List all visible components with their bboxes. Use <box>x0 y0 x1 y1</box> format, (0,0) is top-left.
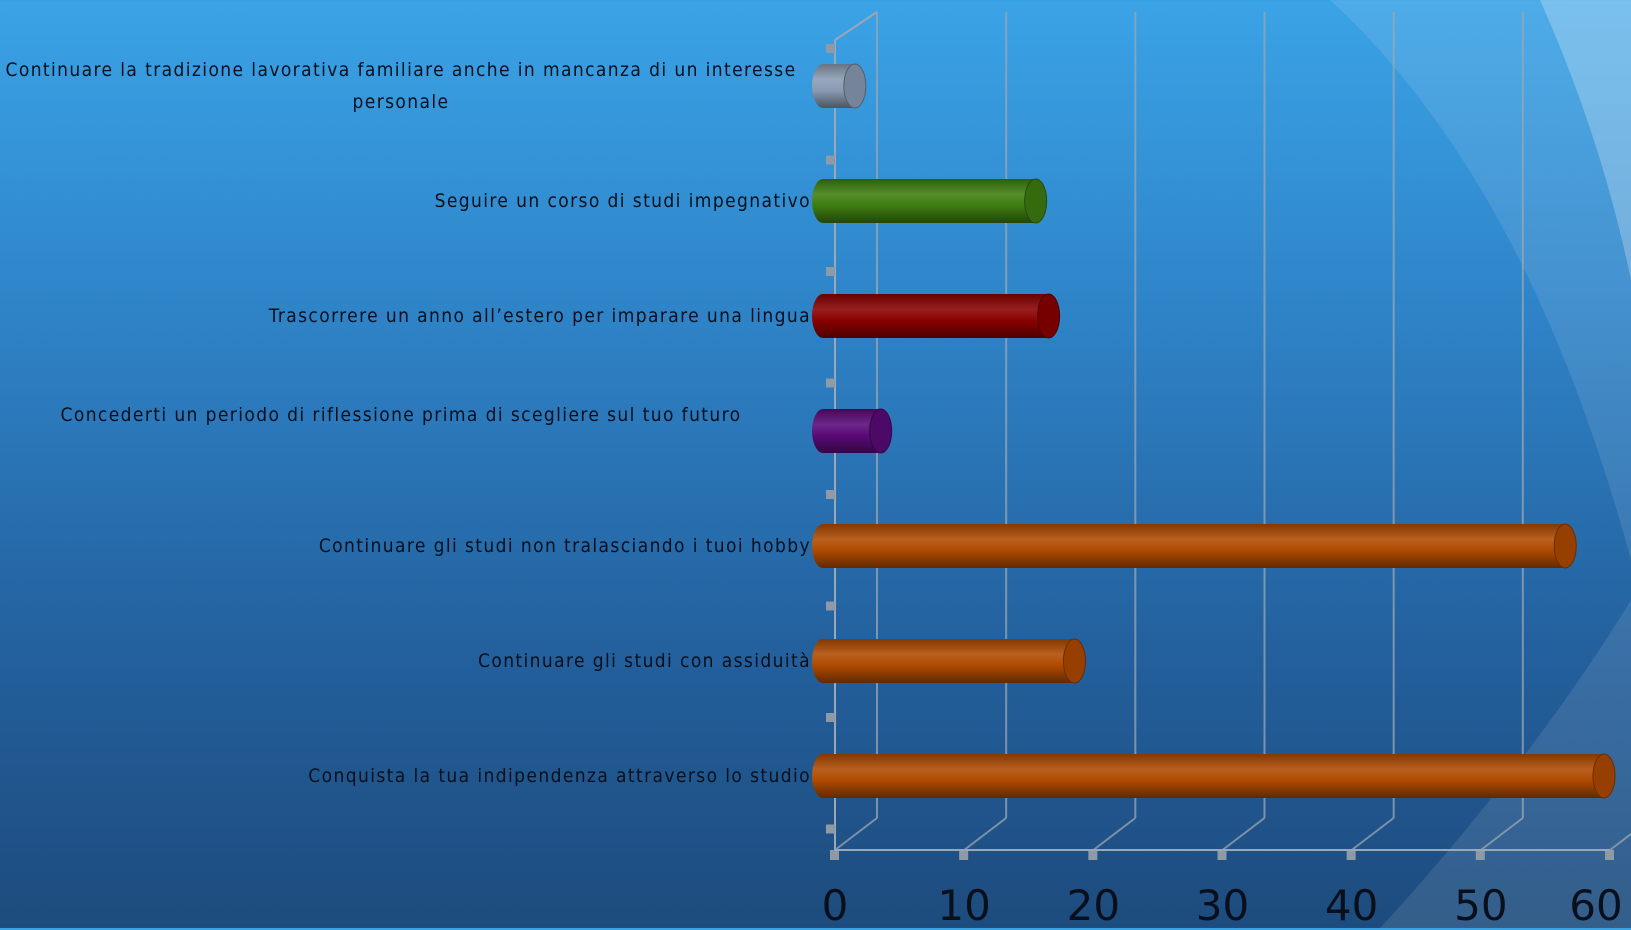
x-tick-label-40: 40 <box>1324 881 1379 930</box>
tick-mark-10 <box>959 850 969 860</box>
floor-line-0 <box>834 817 878 851</box>
category-label-1: Seguire un corso di studi impegnativo <box>434 190 811 212</box>
bar-body-5 <box>812 639 1086 683</box>
tick-mark-0 <box>830 850 839 860</box>
x-tick-label-30: 30 <box>1195 881 1250 930</box>
category-tick-mark <box>826 267 835 276</box>
x-tick-label-10: 10 <box>937 881 991 930</box>
bar-body-4 <box>812 524 1577 568</box>
bar-cap-2 <box>1037 293 1061 339</box>
bar-cap-3 <box>869 408 893 454</box>
category-tick-mark <box>826 155 835 165</box>
bar-body-1 <box>812 179 1047 223</box>
tick-mark-40 <box>1346 850 1356 860</box>
floor-line-50 <box>1480 817 1524 851</box>
floor-line-60 <box>1609 832 1631 851</box>
bar-body-2 <box>812 294 1060 338</box>
bar-6 <box>812 753 1616 799</box>
floor-line-20 <box>1092 817 1136 851</box>
bar-cap-0 <box>843 63 867 109</box>
category-label-2: Trascorrere un anno all’estero per impar… <box>268 305 811 327</box>
bar-4 <box>812 523 1577 569</box>
category-tick-mark <box>826 490 835 499</box>
bar-1 <box>812 178 1048 224</box>
x-tick-label-60: 60 <box>1569 881 1623 930</box>
category-label-5: Continuare gli studi con assiduità <box>478 650 811 672</box>
x-tick-label-50: 50 <box>1454 881 1508 930</box>
bar-0 <box>812 63 867 109</box>
category-label-6: Conquista la tua indipendenza attraverso… <box>308 765 811 787</box>
tick-mark-60 <box>1605 850 1614 860</box>
tick-mark-50 <box>1475 850 1485 860</box>
bar-5 <box>812 638 1086 684</box>
category-tick-mark <box>826 824 835 834</box>
x-tick-label-0: 0 <box>821 881 849 930</box>
bar-cap-4 <box>1553 523 1577 569</box>
x-tick-label-20: 20 <box>1066 881 1121 930</box>
bar-2 <box>812 293 1061 339</box>
floor-line-10 <box>963 817 1007 851</box>
floor-line-30 <box>1221 817 1266 851</box>
background-swoosh-inner <box>1540 0 1631 280</box>
category-label-3: Concederti un periodo di riflessione pri… <box>60 404 742 426</box>
category-tick-mark <box>826 713 835 722</box>
tick-mark-30 <box>1217 850 1227 860</box>
bar-cap-5 <box>1062 638 1086 684</box>
category-label-0: Continuare la tradizione lavorativa fami… <box>5 59 797 113</box>
side-wall-top-edge <box>834 11 878 41</box>
category-tick-mark <box>826 378 835 388</box>
category-tick-mark <box>826 44 835 53</box>
bar-3 <box>812 408 893 454</box>
bar-cap-6 <box>1592 753 1616 799</box>
background-swoosh-bottom <box>1380 600 1631 928</box>
category-tick-mark <box>826 601 835 611</box>
tick-mark-20 <box>1088 850 1098 860</box>
background-swoosh <box>1330 0 1631 560</box>
category-label-4: Continuare gli studi non tralasciando i … <box>318 535 811 557</box>
bar-body-6 <box>812 754 1615 798</box>
bar-cap-1 <box>1024 178 1048 224</box>
floor-line-40 <box>1351 817 1395 851</box>
